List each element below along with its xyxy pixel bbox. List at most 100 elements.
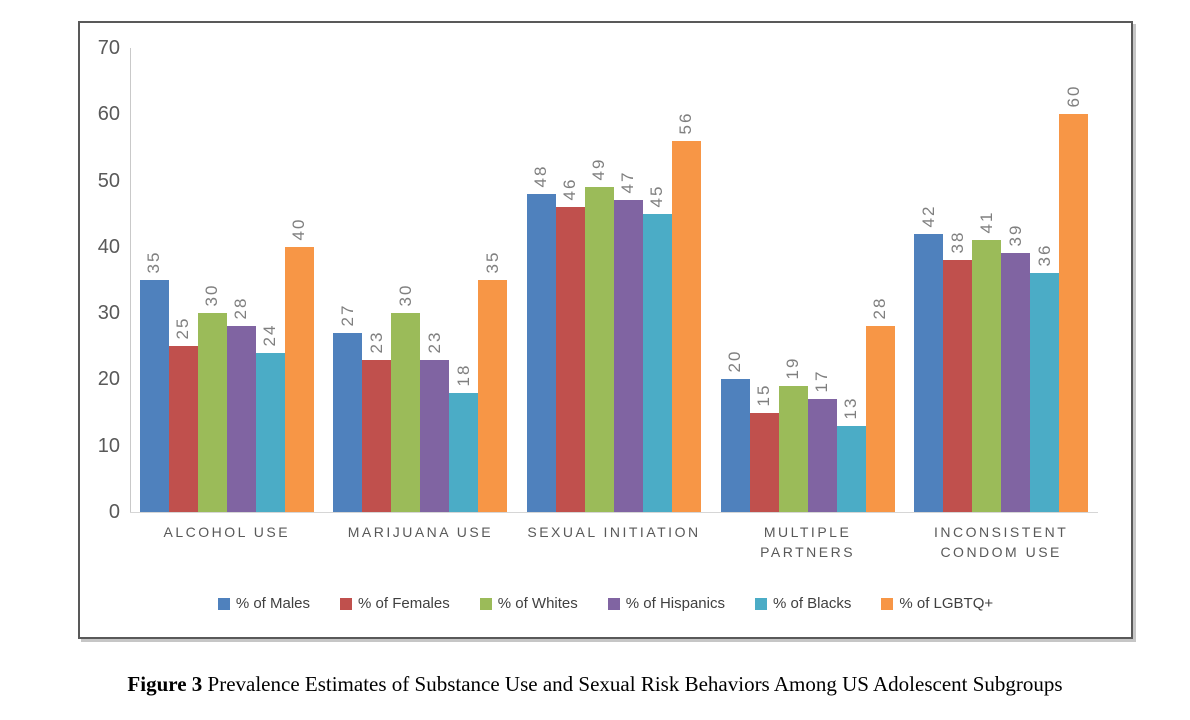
legend: % of Males % of Females % of Whites % of Hi… (80, 595, 1131, 612)
bar-fill (613, 200, 643, 512)
figure-caption-label: Figure 3 (127, 672, 203, 696)
bar-fill (1001, 253, 1031, 512)
legend-item: % of Blacks (754, 595, 851, 612)
bar: 28 (226, 48, 256, 512)
bar-group: 42 38 41 39 36 60 (904, 48, 1098, 512)
bar: 41 (972, 48, 1002, 512)
bar-fill (836, 426, 866, 512)
bar-group: 27 23 30 23 18 35 (324, 48, 518, 512)
y-axis-tick-label: 40 (97, 235, 120, 258)
bar-data-label: 13 (841, 396, 861, 420)
chart-container: 0 10 20 30 40 50 60 70 35 25 30 28 24 40 27 23 30 23 18 35 4… (78, 21, 1133, 639)
legend-swatch-icon (754, 597, 767, 610)
y-axis-tick-label: 60 (97, 103, 120, 126)
legend-item: % of Whites (479, 595, 578, 612)
y-axis-tick-label: 50 (97, 169, 120, 192)
y-axis-tick-label: 70 (97, 37, 120, 59)
bar-data-label: 56 (676, 111, 696, 135)
bar-data-label: 20 (725, 349, 745, 373)
bar-data-label: 30 (395, 283, 415, 307)
bar: 18 (449, 48, 479, 512)
legend-label: % of Hispanics (625, 595, 725, 612)
bar-fill (642, 214, 672, 512)
bar-fill (778, 386, 808, 512)
bar-data-label: 39 (1005, 223, 1025, 247)
y-axis-tick-label: 0 (108, 501, 120, 523)
bar: 20 (720, 48, 750, 512)
bar-data-label: 27 (337, 303, 357, 327)
bar-group: 35 25 30 28 24 40 (130, 48, 324, 512)
x-axis-category-text: SEXUAL INITIATION (527, 524, 701, 540)
y-axis-tick-label: 10 (97, 434, 120, 457)
bar: 45 (642, 48, 672, 512)
bar-fill (362, 360, 392, 512)
y-axis-line (130, 48, 131, 512)
bar: 27 (333, 48, 363, 512)
bar-data-label: 28 (870, 296, 890, 320)
bar: 30 (197, 48, 227, 512)
legend-item: % of Hispanics (607, 595, 725, 612)
bar-fill (943, 260, 973, 512)
bar-fill (1059, 114, 1089, 512)
bar: 40 (284, 48, 314, 512)
bar-fill (671, 141, 701, 512)
bar-data-label: 28 (231, 296, 251, 320)
legend-label: % of Females (358, 595, 450, 612)
bar-data-label: 19 (783, 356, 803, 380)
bar-data-label: 38 (947, 230, 967, 254)
bar-fill (449, 393, 479, 512)
y-axis-tick-label: 20 (97, 368, 120, 391)
x-axis-category-label: SEXUAL INITIATION (517, 522, 711, 562)
bar-data-label: 18 (453, 363, 473, 387)
bar: 13 (836, 48, 866, 512)
bar-data-label: 45 (647, 184, 667, 208)
bar-data-label: 23 (424, 330, 444, 354)
legend-label: % of LGBTQ+ (899, 595, 994, 612)
bar: 15 (749, 48, 779, 512)
bar-data-label: 30 (202, 283, 222, 307)
bar-fill (420, 360, 450, 512)
bar: 17 (807, 48, 837, 512)
legend-swatch-icon (607, 597, 620, 610)
legend-swatch-icon (881, 597, 894, 610)
bar: 30 (391, 48, 421, 512)
plot-area: 0 10 20 30 40 50 60 70 35 25 30 28 24 40 27 23 30 23 18 35 4… (80, 23, 1131, 637)
bar-fill (478, 280, 508, 512)
bar-fill (972, 240, 1002, 512)
bar: 60 (1059, 48, 1089, 512)
bar: 24 (255, 48, 285, 512)
bar-fill (284, 247, 314, 512)
legend-label: % of Males (235, 595, 311, 612)
bar-group: 20 15 19 17 13 28 (711, 48, 905, 512)
bar-data-label: 25 (173, 316, 193, 340)
bar-fill (807, 399, 837, 512)
bar-data-label: 23 (366, 330, 386, 354)
bar-fill (749, 413, 779, 512)
x-axis-category-text: INCONSISTENT CONDOM USE (934, 524, 1069, 560)
x-axis-labels: ALCOHOL USE MARIJUANA USE SEXUAL INITIATIO… (130, 522, 1098, 562)
bar-data-label: 49 (589, 157, 609, 181)
bar-group: 48 46 49 47 45 56 (517, 48, 711, 512)
bar: 49 (584, 48, 614, 512)
legend-swatch-icon (479, 597, 492, 610)
bar: 38 (943, 48, 973, 512)
bar: 56 (671, 48, 701, 512)
bar-fill (1030, 273, 1060, 512)
bar-data-label: 46 (560, 177, 580, 201)
bar-fill (197, 313, 227, 512)
legend-item: % of LGBTQ+ (881, 595, 993, 612)
bar-fill (391, 313, 421, 512)
x-axis-category-text: MARIJUANA USE (347, 524, 494, 540)
figure-caption-text: Prevalence Estimates of Substance Use an… (202, 672, 1063, 696)
bar: 39 (1001, 48, 1031, 512)
bar: 28 (865, 48, 895, 512)
bar: 25 (168, 48, 198, 512)
bar-fill (555, 207, 585, 512)
bar-fill (333, 333, 363, 512)
bar-fill (584, 187, 614, 512)
bar: 35 (478, 48, 508, 512)
bar-fill (865, 326, 895, 512)
x-axis-category-label: INCONSISTENT CONDOM USE (904, 522, 1098, 562)
legend-label: % of Whites (497, 595, 578, 612)
bar-data-label: 17 (812, 369, 832, 393)
